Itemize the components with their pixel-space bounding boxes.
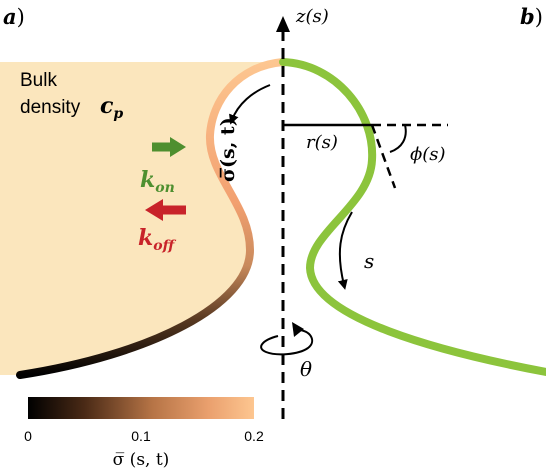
phi-label: ϕ(s) bbox=[410, 144, 446, 165]
arclength-arrow bbox=[337, 211, 353, 290]
k-off-arrowhead bbox=[145, 199, 163, 221]
membrane-right-branch bbox=[279, 58, 546, 376]
k-on-arrowhead bbox=[170, 137, 186, 157]
k-off-label: koff bbox=[138, 225, 177, 254]
sigma-label: σ̅(s, t) bbox=[217, 117, 239, 182]
r-label: r(s) bbox=[306, 132, 338, 153]
s-label: s bbox=[364, 249, 374, 273]
colorbar-tick-1: 0.1 bbox=[131, 428, 151, 444]
colorbar-tick-0: 0 bbox=[24, 428, 32, 444]
bulk-label-line2: density bbox=[20, 97, 81, 118]
phi-angle-arc bbox=[389, 124, 407, 153]
bulk-density-symbol: cp bbox=[100, 93, 123, 122]
colorbar bbox=[28, 397, 254, 419]
tangent-dashed-line bbox=[370, 124, 397, 189]
theta-label: θ bbox=[300, 357, 312, 381]
theta-arrowhead bbox=[292, 322, 304, 337]
panel-label-b: b) bbox=[520, 4, 543, 29]
colorbar-label: σ̅ (s, t) bbox=[113, 450, 170, 470]
z-axis-label: z(s) bbox=[295, 6, 329, 27]
sigma-direction-arrow bbox=[229, 84, 271, 125]
membrane-left-branch bbox=[16, 58, 287, 379]
bulk-density-region bbox=[0, 62, 283, 375]
z-axis-arrowhead bbox=[276, 16, 290, 32]
bulk-label-line1: Bulk bbox=[20, 70, 57, 91]
k-on-label: kon bbox=[140, 167, 175, 196]
theta-rotation-arrow bbox=[260, 329, 314, 356]
colorbar-tick-2: 0.2 bbox=[244, 428, 264, 444]
panel-label-a: a) bbox=[3, 4, 25, 29]
